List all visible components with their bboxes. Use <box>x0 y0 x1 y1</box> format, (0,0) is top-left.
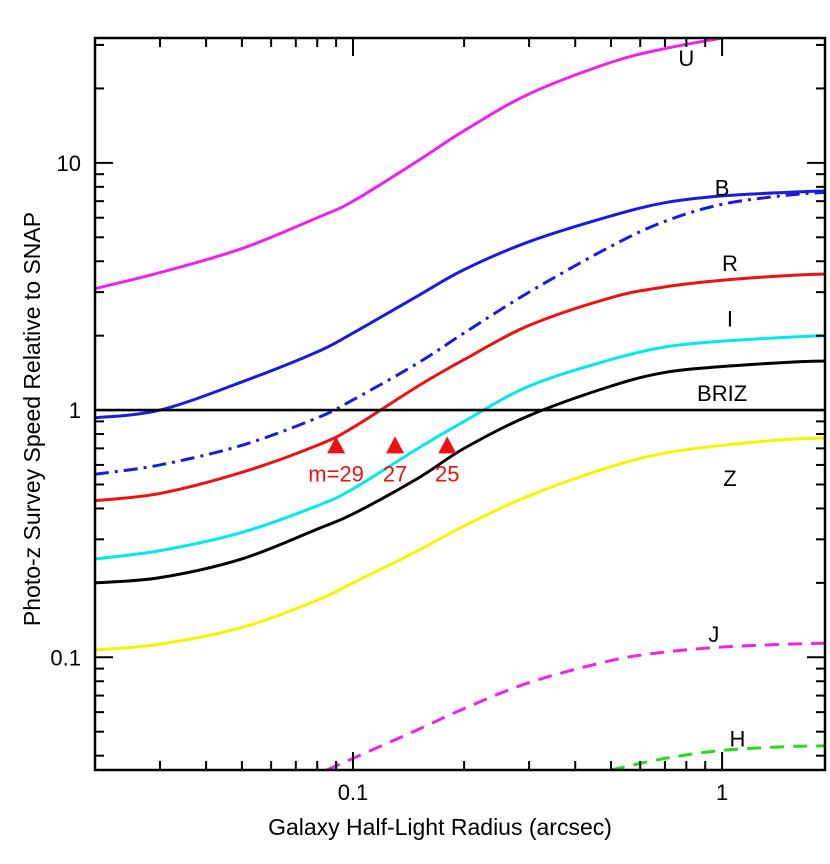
plot-curves <box>95 38 825 770</box>
axis-ticks <box>94 38 825 770</box>
series-labels: U B R I BRIZ Z J H <box>678 46 747 751</box>
magnitude-marker-0 <box>327 436 346 454</box>
magnitude-marker-2 <box>438 436 457 454</box>
y-axis-title: Photo-z Survey Speed Relative to SNAP <box>19 212 45 626</box>
magnitude-marker-label-0: m=29 <box>308 461 364 486</box>
series-line-j <box>326 641 825 770</box>
series-label-r: R <box>722 251 738 276</box>
series-line-dashdot-2 <box>95 190 825 476</box>
series-label-h: H <box>729 726 745 751</box>
series-line-u <box>95 38 723 291</box>
x-tick-label: 0.1 <box>338 780 369 805</box>
series-label-briz: BRIZ <box>697 381 747 406</box>
magnitude-markers: m=29 27 25 <box>308 436 459 486</box>
series-line-b <box>95 189 825 420</box>
series-line-z <box>95 436 825 652</box>
magnitude-marker-label-2: 25 <box>435 461 459 486</box>
magnitude-marker-1 <box>386 436 405 454</box>
magnitude-marker-label-1: 27 <box>383 461 407 486</box>
series-line-briz <box>95 359 825 585</box>
series-label-b: B <box>715 175 730 200</box>
series-label-u: U <box>678 46 694 71</box>
y-tick-label: 10 <box>57 151 81 176</box>
series-label-j: J <box>708 622 719 647</box>
series-line-i <box>95 334 825 561</box>
plot-frame <box>93 36 827 772</box>
y-tick-label: 1 <box>69 398 81 423</box>
series-label-i: I <box>727 306 733 331</box>
y-tick-label: 0.1 <box>50 645 81 670</box>
x-tick-label: 1 <box>716 780 728 805</box>
series-label-z: Z <box>723 466 736 491</box>
axis-tick-labels: 0.1 1 0.1 1 10 <box>50 151 728 805</box>
x-axis-title: Galaxy Half-Light Radius (arcsec) <box>268 814 612 840</box>
series-line-h <box>610 744 825 770</box>
series-line-r <box>95 272 825 503</box>
